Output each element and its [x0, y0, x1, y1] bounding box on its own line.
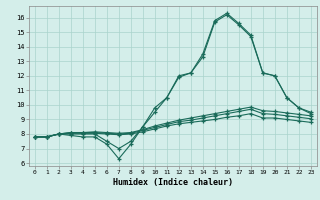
X-axis label: Humidex (Indice chaleur): Humidex (Indice chaleur)	[113, 178, 233, 187]
